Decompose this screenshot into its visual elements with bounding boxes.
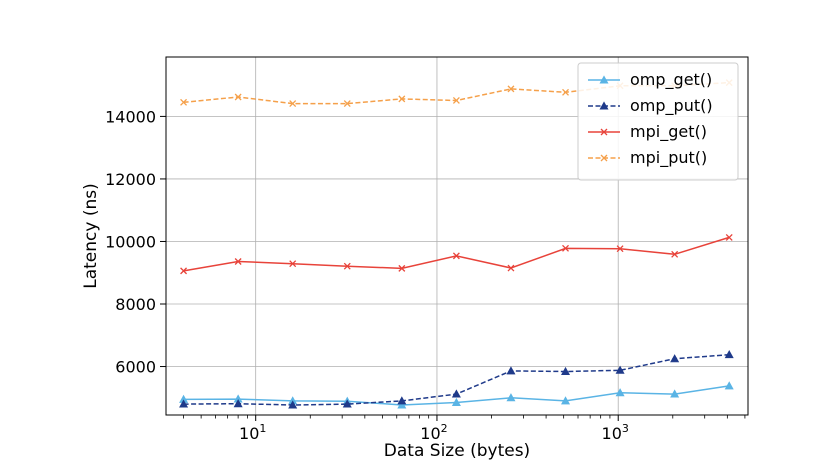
x-tick-label: 102: [420, 422, 447, 443]
y-axis-label: Latency (ns): [81, 183, 101, 289]
x-tick-base: 10: [239, 424, 259, 443]
x-tick-exponent: 3: [622, 422, 629, 435]
data-point-omp-put: [342, 399, 352, 408]
series-omp-put: [179, 350, 734, 409]
data-point-omp-put: [179, 399, 189, 408]
legend-label-mpi-put: mpi_put(): [630, 148, 707, 168]
data-point-omp-get: [615, 388, 625, 397]
plot-frame: [165, 56, 749, 416]
legend-label-omp-get: omp_get(): [630, 70, 712, 90]
data-point-mpi-get: [289, 260, 297, 268]
x-tick-label: 101: [239, 422, 266, 443]
x-axis-label: Data Size (bytes): [384, 441, 530, 461]
data-point-omp-put: [506, 366, 516, 375]
data-point-omp-get: [506, 393, 516, 402]
data-point-omp-put: [724, 350, 734, 359]
data-point-mpi-get: [398, 264, 406, 272]
series-omp-get: [179, 381, 734, 409]
data-point-mpi-put: [452, 97, 460, 104]
x-tick-exponent: 2: [441, 422, 448, 435]
data-point-mpi-get: [180, 267, 188, 275]
data-point-mpi-put: [343, 100, 351, 108]
legend-marker-omp-put: [599, 101, 609, 110]
legend: omp_get() omp_put() mpi_get() mpi_put(): [577, 62, 739, 181]
data-point-omp-get: [397, 400, 407, 409]
legend-marker-omp-get: [599, 75, 609, 84]
y-tick-label: 14000: [105, 107, 156, 126]
series-mpi-get: [180, 233, 733, 275]
data-point-mpi-put: [562, 88, 569, 96]
data-point-mpi-get: [616, 245, 624, 253]
data-point-mpi-get: [671, 250, 679, 258]
data-point-mpi-get: [452, 252, 460, 260]
y-tick-label: 6000: [115, 358, 156, 377]
y-tick-label: 10000: [105, 232, 156, 251]
x-tick-base: 10: [602, 424, 622, 443]
data-point-mpi-put: [289, 100, 297, 108]
y-tick-label: 8000: [115, 295, 156, 314]
data-point-omp-put: [451, 389, 461, 398]
data-point-mpi-put: [398, 95, 406, 103]
data-point-mpi-put: [180, 98, 188, 106]
data-point-omp-get: [670, 389, 680, 398]
data-point-mpi-put: [507, 85, 515, 93]
data-point-omp-get: [724, 381, 734, 390]
legend-marker-mpi-put: [600, 154, 608, 162]
data-point-mpi-get: [562, 244, 569, 252]
legend-marker-mpi-get: [600, 128, 608, 136]
data-point-mpi-get: [343, 262, 351, 270]
x-tick-exponent: 1: [259, 422, 266, 435]
data-point-omp-put: [615, 365, 625, 374]
data-point-omp-put: [397, 396, 407, 405]
series-layer: [179, 79, 734, 409]
legend-label-omp-put: omp_put(): [630, 96, 713, 116]
data-point-mpi-get: [234, 258, 242, 265]
data-point-omp-put: [670, 354, 680, 363]
x-tick-base: 10: [420, 424, 440, 443]
y-tick-label: 12000: [105, 170, 156, 189]
data-point-mpi-get: [725, 233, 733, 241]
data-point-mpi-get: [507, 264, 515, 272]
data-point-omp-put: [233, 399, 243, 408]
data-point-mpi-put: [234, 93, 242, 101]
legend-label-mpi-get: mpi_get(): [630, 122, 707, 142]
data-point-omp-get: [561, 396, 571, 405]
data-point-omp-put: [288, 400, 298, 409]
data-point-omp-get: [451, 397, 461, 406]
legend-box: [577, 62, 739, 181]
x-tick-label: 103: [602, 422, 629, 443]
data-point-omp-put: [561, 366, 571, 376]
